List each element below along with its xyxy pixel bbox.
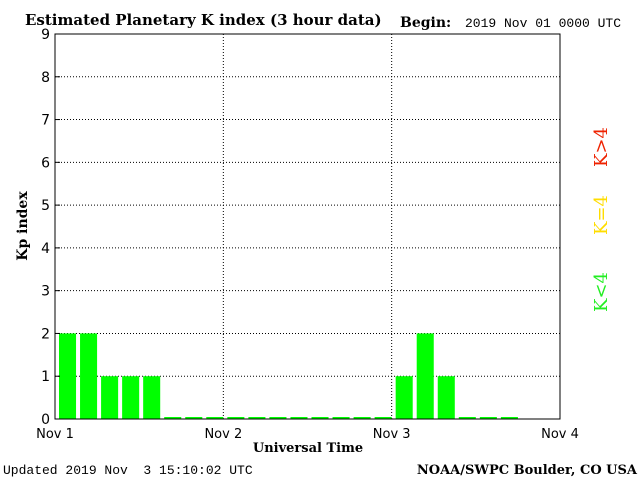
- y-tick-labels: 0 1 2 3 4 5 6 7 8 9: [41, 27, 60, 428]
- kp-bar: [59, 333, 77, 419]
- kp-bar: [395, 376, 413, 419]
- kp-bar: [311, 417, 329, 419]
- kp-bar: [290, 417, 308, 419]
- kp-bar: [269, 417, 287, 419]
- bars: [59, 333, 518, 419]
- legend-k-less-4: K<4: [591, 272, 612, 312]
- x-axis-label: Universal Time: [253, 441, 363, 456]
- y-tick-label: 7: [41, 113, 50, 129]
- kp-bar: [206, 417, 224, 419]
- kp-bar: [248, 417, 266, 419]
- kp-bar: [458, 417, 476, 419]
- legend-k-greater-4: K>4: [591, 127, 612, 167]
- y-tick-label: 2: [41, 326, 50, 342]
- y-tick-label: 4: [41, 241, 50, 257]
- y-tick-label: 0: [41, 412, 50, 428]
- y-axis-label: Kp index: [15, 191, 31, 261]
- kp-bar: [437, 376, 455, 419]
- updated-timestamp: Updated 2019 Nov 3 15:10:02 UTC: [3, 463, 253, 478]
- x-tick-label: Nov 3: [373, 427, 411, 442]
- kp-bar: [353, 417, 371, 419]
- kp-bar: [164, 417, 182, 419]
- chart-title: Estimated Planetary K index (3 hour data…: [25, 11, 382, 29]
- kp-bar: [500, 417, 518, 419]
- y-tick-label: 3: [41, 284, 50, 300]
- kp-bar: [416, 333, 434, 419]
- grid-lines: [55, 34, 560, 419]
- legend: K<4 K=4 K>4: [591, 127, 612, 312]
- kp-bar: [479, 417, 497, 419]
- credit-text: NOAA/SWPC Boulder, CO USA: [417, 463, 638, 478]
- x-tick-labels: Nov 1 Nov 2 Nov 3 Nov 4: [36, 427, 579, 442]
- y-tick-label: 5: [41, 198, 50, 214]
- x-tick-label: Nov 4: [541, 427, 579, 442]
- begin-value: 2019 Nov 01 0000 UTC: [465, 16, 621, 31]
- kp-bar: [101, 376, 119, 419]
- plot-frame: [54, 33, 561, 420]
- kp-bar: [122, 376, 140, 419]
- kp-bar: [374, 417, 392, 419]
- x-tick-label: Nov 1: [36, 427, 74, 442]
- kp-bar: [227, 417, 245, 419]
- kp-bar: [80, 333, 98, 419]
- begin-label: Begin:: [400, 15, 451, 31]
- kp-bar: [332, 417, 350, 419]
- x-tick-label: Nov 2: [204, 427, 242, 442]
- y-tick-label: 8: [41, 70, 50, 86]
- kp-bar: [143, 376, 161, 419]
- y-tick-label: 1: [41, 369, 50, 385]
- y-tick-label: 6: [41, 155, 50, 171]
- kp-bar: [185, 417, 203, 419]
- y-tick-label: 9: [41, 27, 50, 43]
- legend-k-equal-4: K=4: [591, 195, 612, 235]
